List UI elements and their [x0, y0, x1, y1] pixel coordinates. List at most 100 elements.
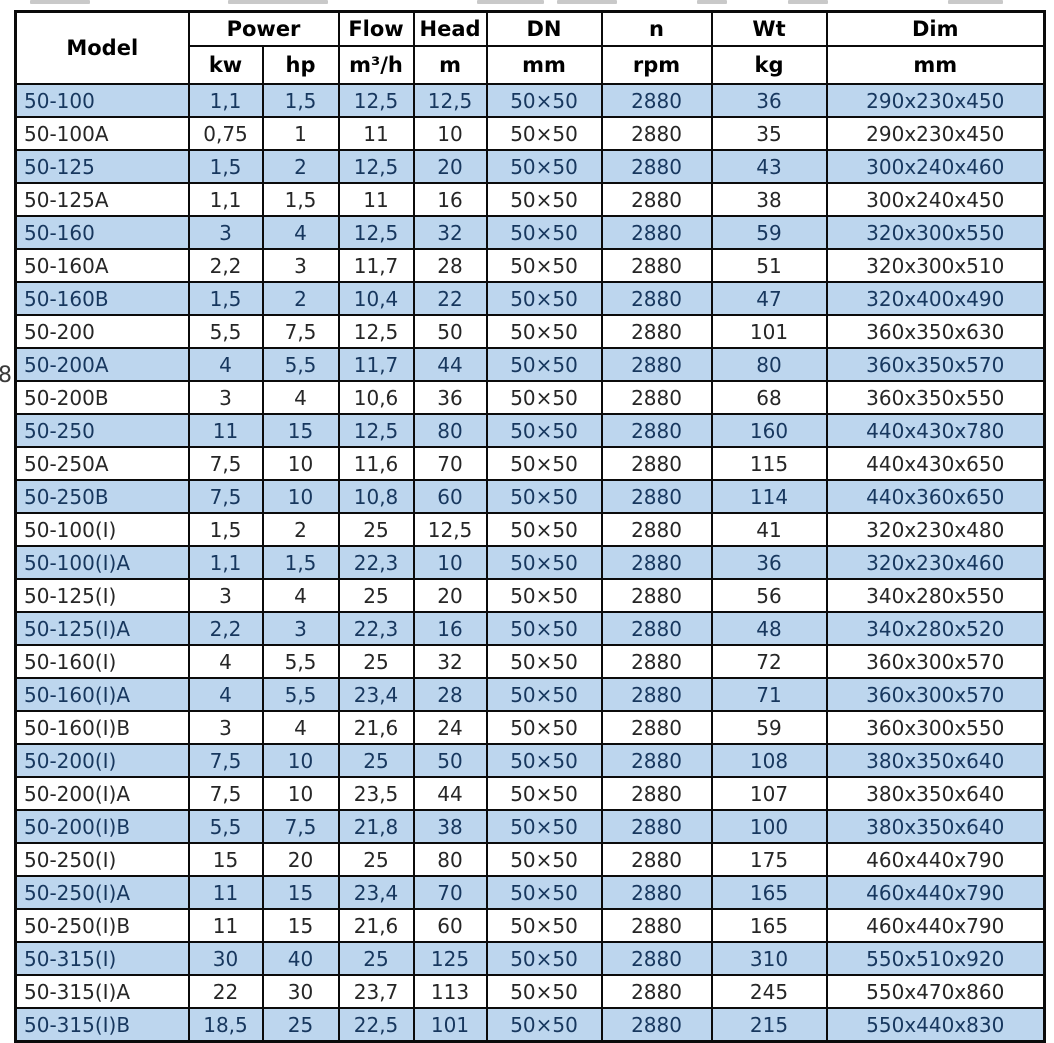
value-cell: 2880 — [600, 578, 713, 613]
value-cell: 10 — [412, 545, 488, 580]
value-cell: 113 — [412, 974, 488, 1009]
value-cell: 2880 — [600, 611, 713, 646]
model-cell: 50-160 — [14, 215, 190, 250]
value-cell: 48 — [710, 611, 828, 646]
value-cell: 3 — [187, 380, 264, 415]
table-row: 50-160 3 4 12,5 32 50×50 2880 59 320x300x550 — [14, 215, 1046, 250]
table-row: 50-200(I) 7,5 10 25 50 50×50 2880 108 380x350x64… — [14, 743, 1046, 778]
value-cell: 550x510x920 — [825, 941, 1046, 976]
table-row: 50-160(I) 4 5,5 25 32 50×50 2880 72 360x300x570 — [14, 644, 1046, 679]
value-cell: 80 — [412, 842, 488, 877]
value-cell: 320x230x480 — [825, 512, 1046, 547]
value-cell: 12,5 — [412, 83, 488, 118]
value-cell: 4 — [187, 677, 264, 712]
value-cell: 50×50 — [485, 1007, 603, 1043]
value-cell: 2880 — [600, 677, 713, 712]
value-cell: 44 — [412, 776, 488, 811]
value-cell: 15 — [261, 875, 340, 910]
value-cell: 32 — [412, 644, 488, 679]
model-cell: 50-250B — [14, 479, 190, 514]
model-cell: 50-100(I)A — [14, 545, 190, 580]
model-cell: 50-125(I) — [14, 578, 190, 613]
value-cell: 10,6 — [337, 380, 415, 415]
value-cell: 1 — [261, 116, 340, 151]
value-cell: 2880 — [600, 281, 713, 316]
value-cell: 50×50 — [485, 116, 603, 151]
value-cell: 50×50 — [485, 380, 603, 415]
value-cell: 44 — [412, 347, 488, 382]
table-body: 50-100 1,1 1,5 12,5 12,5 50×50 2880 36 290x230x4… — [14, 83, 1046, 1043]
value-cell: 21,6 — [337, 710, 415, 745]
table-row: 50-100(I)A 1,1 1,5 22,3 10 50×50 2880 36 320x230… — [14, 545, 1046, 580]
value-cell: 3 — [187, 710, 264, 745]
value-cell: 50 — [412, 314, 488, 349]
value-cell: 1,1 — [187, 545, 264, 580]
table-row: 50-125(I)A 2,2 3 22,3 16 50×50 2880 48 340x280x5… — [14, 611, 1046, 646]
value-cell: 320x400x490 — [825, 281, 1046, 316]
unit-flow: m³/h — [337, 45, 415, 85]
table-row: 50-100(I) 1,5 2 25 12,5 50×50 2880 41 320x230x48… — [14, 512, 1046, 547]
value-cell: 2880 — [600, 380, 713, 415]
value-cell: 59 — [710, 215, 828, 250]
value-cell: 1,5 — [261, 182, 340, 217]
model-cell: 50-100A — [14, 116, 190, 151]
value-cell: 460x440x790 — [825, 908, 1046, 943]
unit-dn: mm — [485, 45, 603, 85]
value-cell: 3 — [261, 611, 340, 646]
value-cell: 320x300x550 — [825, 215, 1046, 250]
value-cell: 50×50 — [485, 545, 603, 580]
value-cell: 36 — [710, 83, 828, 118]
value-cell: 50×50 — [485, 281, 603, 316]
scan-artifact — [557, 0, 617, 4]
unit-n: rpm — [600, 45, 713, 85]
value-cell: 10 — [261, 743, 340, 778]
value-cell: 4 — [261, 380, 340, 415]
page-margin-number: 8 — [0, 363, 12, 388]
value-cell: 11 — [187, 908, 264, 943]
value-cell: 50×50 — [485, 743, 603, 778]
value-cell: 11 — [187, 413, 264, 448]
value-cell: 50×50 — [485, 974, 603, 1009]
model-cell: 50-160(I) — [14, 644, 190, 679]
value-cell: 245 — [710, 974, 828, 1009]
value-cell: 23,4 — [337, 677, 415, 712]
col-header-head: Head — [412, 10, 488, 47]
header-group-row: Model Power Flow Head DN n Wt Dim — [14, 10, 1046, 85]
value-cell: 50×50 — [485, 578, 603, 613]
value-cell: 320x300x510 — [825, 248, 1046, 283]
value-cell: 21,8 — [337, 809, 415, 844]
value-cell: 50×50 — [485, 413, 603, 448]
value-cell: 22 — [187, 974, 264, 1009]
value-cell: 300x240x450 — [825, 182, 1046, 217]
value-cell: 25 — [337, 512, 415, 547]
value-cell: 340x280x550 — [825, 578, 1046, 613]
value-cell: 50×50 — [485, 875, 603, 910]
value-cell: 2880 — [600, 710, 713, 745]
value-cell: 2 — [261, 512, 340, 547]
value-cell: 310 — [710, 941, 828, 976]
value-cell: 215 — [710, 1007, 828, 1043]
value-cell: 380x350x640 — [825, 743, 1046, 778]
value-cell: 2880 — [600, 215, 713, 250]
table-row: 50-315(I)A 22 30 23,7 113 50×50 2880 245 550x470… — [14, 974, 1046, 1009]
value-cell: 360x300x570 — [825, 677, 1046, 712]
value-cell: 360x350x630 — [825, 314, 1046, 349]
model-cell: 50-125 — [14, 149, 190, 184]
value-cell: 460x440x790 — [825, 875, 1046, 910]
col-header-dim: Dim — [825, 10, 1046, 47]
value-cell: 10 — [261, 446, 340, 481]
value-cell: 38 — [412, 809, 488, 844]
model-cell: 50-200(I)A — [14, 776, 190, 811]
value-cell: 4 — [261, 578, 340, 613]
value-cell: 2880 — [600, 842, 713, 877]
value-cell: 50×50 — [485, 941, 603, 976]
col-header-power: Power — [187, 10, 340, 47]
pump-spec-table: Model Power Flow Head DN n Wt Dim kw hp … — [14, 10, 1047, 1043]
value-cell: 340x280x520 — [825, 611, 1046, 646]
value-cell: 2880 — [600, 809, 713, 844]
value-cell: 7,5 — [187, 479, 264, 514]
value-cell: 2880 — [600, 974, 713, 1009]
model-cell: 50-315(I)B — [14, 1007, 190, 1043]
value-cell: 50×50 — [485, 347, 603, 382]
value-cell: 2880 — [600, 479, 713, 514]
